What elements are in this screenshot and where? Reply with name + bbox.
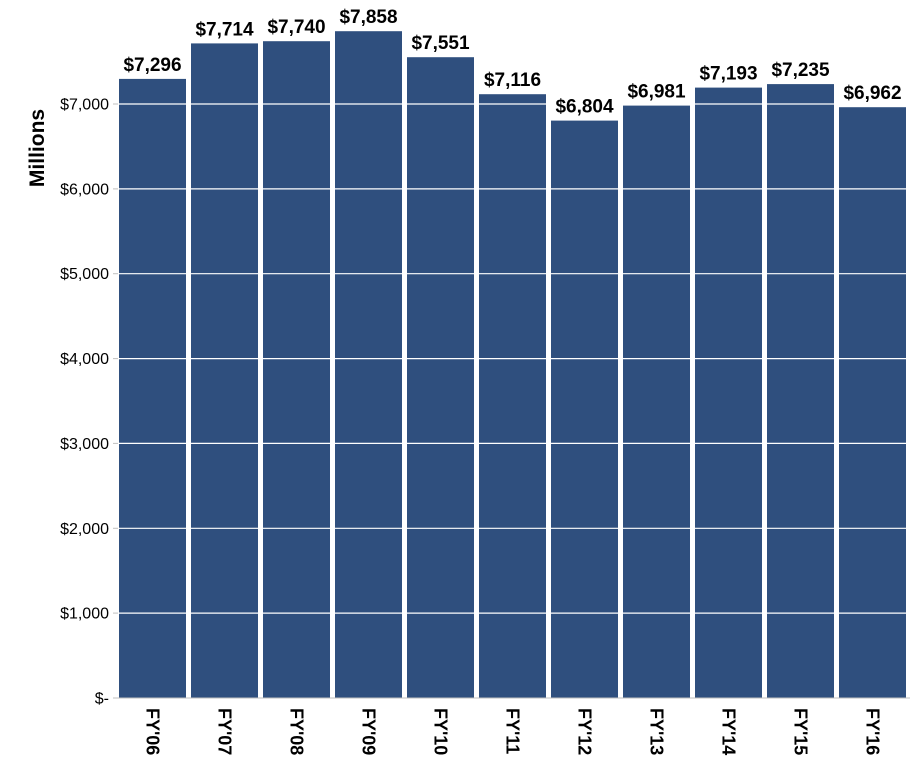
bar-fy15: [767, 84, 834, 699]
y-tick-label: $4,000: [60, 351, 109, 368]
bar-fy16: [839, 107, 906, 698]
bar-fy09: [335, 31, 402, 698]
y-tick-label: $2,000: [60, 521, 109, 538]
x-tick-label: FY'16: [863, 708, 883, 755]
y-tick-label: $3,000: [60, 436, 109, 453]
data-label: $7,296: [123, 55, 181, 76]
data-label: $6,962: [843, 83, 901, 104]
y-axis-title: Millions: [26, 109, 49, 187]
y-tick-label: $5,000: [60, 266, 109, 283]
y-tick-label: $-: [95, 691, 109, 708]
x-tick-label: FY'11: [503, 708, 523, 754]
data-label: $7,858: [339, 7, 397, 28]
bar-fy13: [623, 105, 690, 699]
x-tick-label: FY'12: [575, 708, 595, 755]
y-tick-label: $6,000: [60, 181, 109, 198]
data-label: $7,740: [267, 17, 325, 38]
bar-fy12: [551, 120, 618, 699]
y-tick-label: $7,000: [60, 97, 109, 114]
bar-fy14: [695, 87, 762, 699]
data-label: $7,116: [484, 70, 541, 91]
data-label: $6,804: [555, 97, 614, 118]
x-tick-label: FY'07: [215, 708, 235, 755]
data-labels-layer: $7,296 $7,714 $7,740 $7,858 $7,551 $7,116 $6,8…: [123, 7, 901, 117]
x-tick-label: FY'14: [719, 708, 739, 755]
y-tick-label: $1,000: [60, 606, 109, 623]
bar-fy10: [407, 57, 474, 698]
data-label: $7,193: [699, 64, 757, 85]
bar-fy11: [479, 94, 546, 698]
data-label: $7,235: [771, 60, 830, 81]
data-label: $6,981: [627, 82, 686, 103]
x-tick-label: FY'13: [647, 708, 667, 755]
gridlines-layer: [118, 103, 910, 614]
bar-fy08: [263, 41, 330, 698]
x-tick-label: FY'09: [359, 708, 379, 755]
x-tick-label: FY'10: [431, 708, 451, 755]
bar-fy06: [119, 78, 186, 698]
data-label: $7,551: [411, 33, 470, 54]
axis-layer: $- $1,000 $2,000 $3,000 $4,000 $5,000 $6,000 $7…: [60, 97, 910, 755]
bars-layer: [119, 31, 906, 699]
data-label: $7,714: [195, 19, 254, 40]
x-tick-label: FY'15: [791, 708, 811, 755]
bar-fy07: [191, 43, 258, 698]
x-tick-label: FY'08: [287, 708, 307, 755]
x-tick-label: FY'06: [143, 708, 163, 755]
